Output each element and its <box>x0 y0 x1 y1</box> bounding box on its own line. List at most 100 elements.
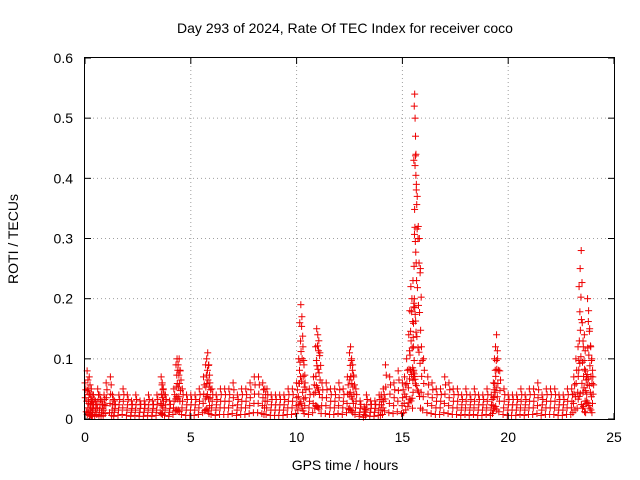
data-point <box>371 404 379 412</box>
data-point <box>385 409 393 417</box>
y-tick-label: 0.3 <box>54 231 74 247</box>
data-point <box>297 400 305 408</box>
data-point <box>583 397 591 405</box>
data-point <box>300 361 308 369</box>
data-point <box>153 406 161 414</box>
data-point <box>346 388 354 396</box>
data-point <box>213 396 221 404</box>
data-point <box>313 342 321 350</box>
data-point <box>408 394 416 402</box>
data-point <box>520 411 528 419</box>
data-point <box>530 385 538 393</box>
data-point <box>144 391 152 399</box>
data-point <box>381 395 389 403</box>
data-point <box>414 344 422 352</box>
data-point <box>529 404 537 412</box>
data-point <box>415 259 423 267</box>
data-point <box>412 248 420 256</box>
data-point <box>316 349 324 357</box>
data-point <box>534 394 542 402</box>
data-point <box>413 277 421 285</box>
data-point <box>344 381 352 389</box>
data-point <box>589 366 597 374</box>
data-point <box>203 355 211 363</box>
y-tick-labels: 0 0.1 0.2 0.3 0.4 0.5 0.6 <box>54 50 74 427</box>
data-point <box>411 310 419 318</box>
data-point <box>584 295 592 303</box>
data-point <box>166 400 174 408</box>
data-point <box>389 410 397 418</box>
data-point <box>312 372 320 380</box>
data-point <box>346 376 354 384</box>
data-point <box>356 404 364 412</box>
data-point <box>306 397 314 405</box>
data-point <box>381 407 389 415</box>
data-point <box>428 394 436 402</box>
data-point <box>586 404 594 412</box>
data-point <box>445 379 453 387</box>
data-point <box>178 385 186 393</box>
data-point <box>293 394 301 402</box>
data-point <box>488 410 496 418</box>
data-point <box>590 381 598 389</box>
data-point <box>413 201 421 209</box>
data-point <box>569 399 577 407</box>
data-point <box>467 396 475 404</box>
data-point <box>522 396 530 404</box>
data-point <box>153 391 161 399</box>
data-point <box>245 410 253 418</box>
data-point <box>529 410 537 418</box>
data-point <box>418 357 426 365</box>
data-point <box>496 387 504 395</box>
data-point <box>445 394 453 402</box>
data-point <box>414 222 422 230</box>
data-point <box>111 404 119 412</box>
data-point <box>246 379 254 387</box>
data-point <box>587 343 595 351</box>
data-point <box>424 373 432 381</box>
data-point <box>309 409 317 417</box>
data-point <box>144 411 152 419</box>
data-point <box>103 386 111 394</box>
data-point <box>175 393 183 401</box>
data-point <box>296 319 304 327</box>
y-tick-label: 0.5 <box>54 110 74 126</box>
data-point <box>116 396 124 404</box>
data-point <box>471 397 479 405</box>
data-point <box>102 402 110 410</box>
y-tick-label: 0.1 <box>54 351 74 367</box>
data-point <box>582 409 590 417</box>
data-point <box>159 385 167 393</box>
data-point <box>538 406 546 414</box>
data-point <box>174 361 182 369</box>
data-point <box>293 386 301 394</box>
data-point <box>243 391 251 399</box>
data-point <box>410 295 418 303</box>
data-point <box>391 386 399 394</box>
data-point <box>110 412 118 420</box>
data-point <box>229 402 237 410</box>
data-point <box>559 406 567 414</box>
data-point <box>571 381 579 389</box>
data-point <box>410 357 418 365</box>
data-point <box>412 150 420 158</box>
data-point <box>394 367 402 375</box>
data-point <box>226 391 234 399</box>
data-point <box>403 355 411 363</box>
data-point <box>228 410 236 418</box>
data-point <box>578 279 586 287</box>
data-point <box>560 396 568 404</box>
data-point <box>259 379 267 387</box>
data-point <box>535 386 543 394</box>
data-point <box>517 397 525 405</box>
data-point <box>488 401 496 409</box>
data-point <box>362 411 370 419</box>
data-point <box>413 386 421 394</box>
data-point <box>470 385 478 393</box>
data-point <box>412 132 420 140</box>
data-point <box>412 328 420 336</box>
data-point <box>331 391 339 399</box>
x-axis-label: GPS time / hours <box>292 457 399 473</box>
data-point <box>331 397 339 405</box>
